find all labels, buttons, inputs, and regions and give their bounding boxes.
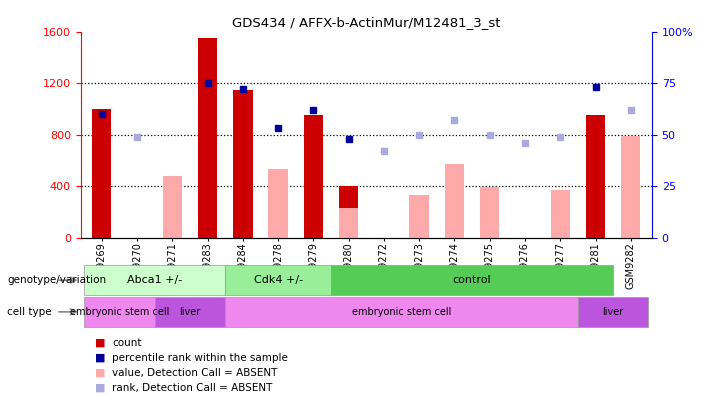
Bar: [444, 164, 464, 238]
Text: ■: ■: [95, 337, 105, 348]
Bar: [480, 187, 499, 238]
Text: ■: ■: [95, 383, 105, 393]
Text: ■: ■: [95, 367, 105, 378]
Title: GDS434 / AFFX-b-ActinMur/M12481_3_st: GDS434 / AFFX-b-ActinMur/M12481_3_st: [232, 16, 501, 29]
Bar: [339, 208, 358, 238]
Bar: [163, 176, 182, 238]
Text: count: count: [112, 337, 142, 348]
Text: rank, Detection Call = ABSENT: rank, Detection Call = ABSENT: [112, 383, 273, 393]
Text: value, Detection Call = ABSENT: value, Detection Call = ABSENT: [112, 367, 278, 378]
Text: Abca1 +/-: Abca1 +/-: [127, 275, 182, 285]
Bar: [304, 115, 323, 238]
Bar: [268, 169, 288, 238]
Text: embryonic stem cell: embryonic stem cell: [69, 307, 169, 317]
Bar: [198, 38, 217, 238]
Text: embryonic stem cell: embryonic stem cell: [352, 307, 451, 317]
Text: liver: liver: [179, 307, 200, 317]
Text: genotype/variation: genotype/variation: [7, 275, 106, 285]
Bar: [233, 89, 252, 238]
Bar: [550, 190, 570, 238]
Bar: [409, 195, 429, 238]
Text: Cdk4 +/-: Cdk4 +/-: [254, 275, 303, 285]
Text: ■: ■: [95, 352, 105, 363]
Text: cell type: cell type: [7, 307, 52, 317]
Bar: [621, 136, 641, 238]
Text: liver: liver: [603, 307, 624, 317]
Bar: [586, 115, 605, 238]
Text: control: control: [453, 275, 491, 285]
Text: percentile rank within the sample: percentile rank within the sample: [112, 352, 288, 363]
Bar: [339, 186, 358, 238]
Bar: [92, 109, 111, 238]
